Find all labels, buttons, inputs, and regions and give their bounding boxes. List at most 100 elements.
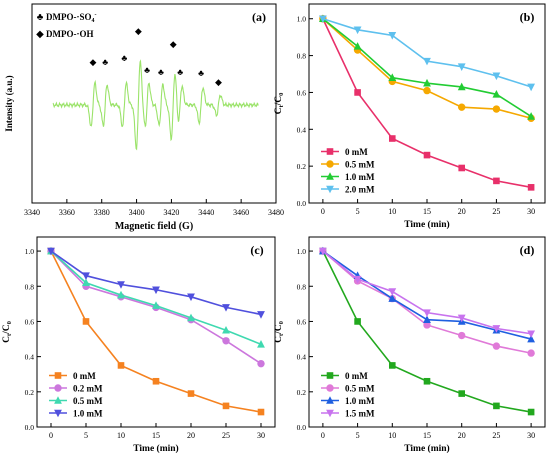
x-tick-label: 20 — [458, 207, 466, 216]
data-point — [54, 396, 62, 404]
data-point — [326, 384, 334, 392]
x-tick-label: 25 — [222, 431, 230, 440]
x-axis-label: Magnetic field (G) — [115, 221, 193, 232]
y-tick-label: 0.2 — [297, 388, 307, 397]
data-point — [318, 15, 327, 24]
y-tick-label: 0.6 — [25, 317, 35, 326]
y-axis-label: Ct/C0 — [274, 93, 285, 115]
x-tick-label: 3440 — [198, 208, 214, 217]
data-point — [187, 313, 195, 322]
data-point — [222, 304, 230, 312]
x-tick-label: 10 — [388, 431, 396, 440]
data-point — [354, 318, 361, 325]
peak-marker: ◆ — [215, 77, 222, 87]
data-point — [527, 334, 536, 343]
data-point — [117, 362, 125, 369]
data-point — [527, 330, 536, 339]
x-tick-label: 25 — [492, 207, 500, 216]
series-line — [322, 17, 532, 88]
x-axis-label: Time (min) — [133, 443, 178, 454]
data-point — [326, 160, 334, 168]
y-tick-label: 0.0 — [25, 423, 35, 432]
data-point — [423, 57, 431, 66]
spectrum-line — [52, 59, 259, 151]
data-point — [82, 318, 90, 325]
data-point — [326, 148, 334, 155]
data-point — [388, 362, 396, 369]
data-point — [457, 82, 466, 91]
y-tick-label: 0.8 — [25, 282, 35, 291]
data-point — [326, 396, 334, 404]
y-axis-label: Ct/C0 — [2, 321, 13, 343]
series-line — [50, 250, 262, 346]
x-tick-label: 10 — [388, 207, 396, 216]
panel-label: (b) — [520, 10, 535, 24]
x-tick-label: 30 — [527, 431, 535, 440]
legend-label: 1.0 mM — [73, 409, 103, 419]
data-point — [326, 372, 334, 379]
y-tick-label: 0.4 — [297, 125, 307, 134]
x-tick-label: 3400 — [129, 208, 145, 217]
panel-label: (c) — [250, 243, 263, 257]
series-1.5-mM — [318, 247, 536, 339]
y-tick-label: 0.6 — [297, 88, 307, 97]
peak-marker: ◆ — [170, 39, 177, 49]
y-tick-label: 1.0 — [297, 15, 307, 24]
x-tick-label: 20 — [458, 431, 466, 440]
x-tick-label: 15 — [423, 207, 431, 216]
data-point — [388, 294, 397, 302]
y-axis-label: Ct/C0 — [274, 321, 285, 343]
y-tick-label: 0.4 — [297, 353, 307, 362]
x-axis-label: Time (min) — [404, 443, 449, 454]
x-tick-label: 30 — [527, 207, 535, 216]
data-point — [353, 275, 362, 284]
data-point — [222, 337, 230, 345]
data-point — [257, 408, 265, 416]
data-point — [117, 281, 125, 289]
legend-label: 1.0 mM — [345, 396, 375, 406]
data-point — [187, 293, 195, 302]
legend-label: 0.5 mM — [73, 396, 103, 406]
data-point — [458, 390, 466, 397]
legend-label: 1.5 mM — [345, 409, 375, 419]
data-point — [423, 151, 431, 159]
data-point — [326, 185, 334, 194]
data-point — [222, 402, 230, 410]
data-point — [457, 63, 466, 71]
y-tick-label: 1.0 — [25, 247, 35, 256]
x-tick-label: 5 — [356, 207, 360, 216]
peak-marker: ◆ — [135, 26, 142, 36]
panel-label: (d) — [520, 243, 535, 257]
x-tick-label: 15 — [423, 431, 431, 440]
x-tick-label: 3420 — [163, 208, 179, 217]
data-point — [152, 286, 160, 295]
y-tick-label: 0.8 — [297, 282, 307, 291]
series-1.0-mM — [47, 247, 265, 319]
data-point — [117, 290, 125, 299]
data-point — [527, 112, 536, 120]
x-tick-label: 3480 — [268, 208, 284, 217]
series-line — [322, 18, 532, 120]
x-tick-label: 5 — [356, 431, 360, 440]
data-point — [187, 390, 195, 397]
data-point — [47, 247, 55, 256]
data-point — [388, 73, 397, 82]
data-point — [388, 288, 397, 296]
data-point — [388, 135, 396, 142]
y-tick-label: 0.8 — [297, 52, 307, 61]
legend-label: 0.5 mM — [345, 160, 375, 170]
series-0.5-mM — [319, 247, 535, 357]
peak-marker: ♣ — [121, 53, 127, 63]
legend-label: 1.0 mM — [345, 172, 375, 182]
panel-a: 3340 3360 3380 3400 3420 3440 3460 3480 Magnetic… — [4, 3, 284, 232]
data-point — [493, 402, 500, 410]
data-point — [527, 184, 535, 191]
data-point — [423, 78, 431, 87]
x-tick-label: 3340 — [24, 208, 40, 217]
legend-label: 0 mM — [345, 371, 368, 381]
peak-marker: ♣ — [158, 67, 164, 77]
series-1.0-mM — [318, 14, 536, 120]
data-point — [492, 89, 501, 98]
data-point — [457, 314, 466, 323]
x-tick-label: 25 — [492, 431, 500, 440]
